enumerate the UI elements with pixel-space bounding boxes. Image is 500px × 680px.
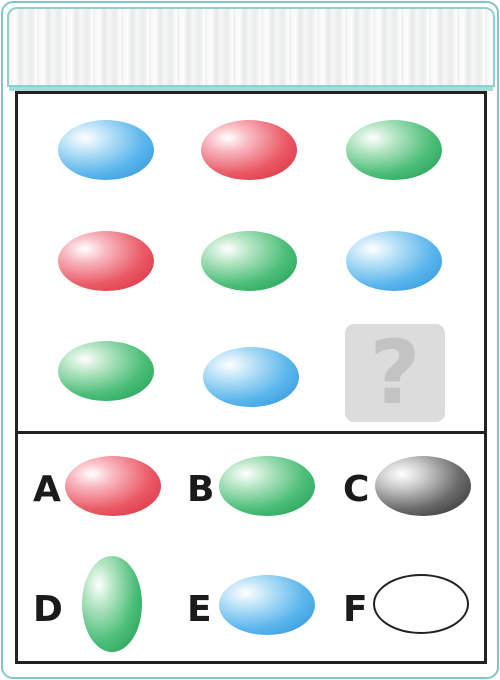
puzzle-panel: ? A B C D E F [15,91,487,664]
grid-cell-3-2 [203,347,299,407]
green-ellipse [346,120,442,180]
blue-ellipse [346,231,442,291]
option-f-label: F [343,589,368,630]
option-a-label: A [33,469,61,510]
blue-ellipse [58,120,154,180]
option-e-label: E [187,589,212,630]
grid-cell-2-2 [201,231,297,291]
section-divider [18,431,484,434]
missing-cell-placeholder: ? [345,324,445,422]
question-mark: ? [369,321,421,424]
empty-ellipse-outline [373,574,469,634]
green-ellipse [201,231,297,291]
green-ellipse [219,456,315,516]
blue-ellipse [219,575,315,635]
grid-cell-2-3 [346,231,442,291]
grid-cell-1-3 [346,120,442,180]
option-c-label: C [343,469,370,510]
grid-cell-1-2 [201,120,297,180]
option-e[interactable] [219,575,315,635]
green-ellipse [82,556,142,652]
grid-cell-1-1 [58,120,154,180]
red-ellipse [58,231,154,291]
red-ellipse [65,456,161,516]
header-banner [7,7,495,91]
blue-ellipse [203,347,299,407]
red-ellipse [201,120,297,180]
option-b[interactable] [219,456,315,516]
grid-cell-3-1 [58,341,154,401]
option-c[interactable] [375,456,471,516]
option-d-label: D [33,589,63,630]
black-ellipse [375,456,471,516]
grid-cell-2-1 [58,231,154,291]
option-d[interactable] [82,556,142,652]
option-f[interactable] [373,574,469,634]
option-b-label: B [187,469,215,510]
option-a[interactable] [65,456,161,516]
green-ellipse [58,341,154,401]
